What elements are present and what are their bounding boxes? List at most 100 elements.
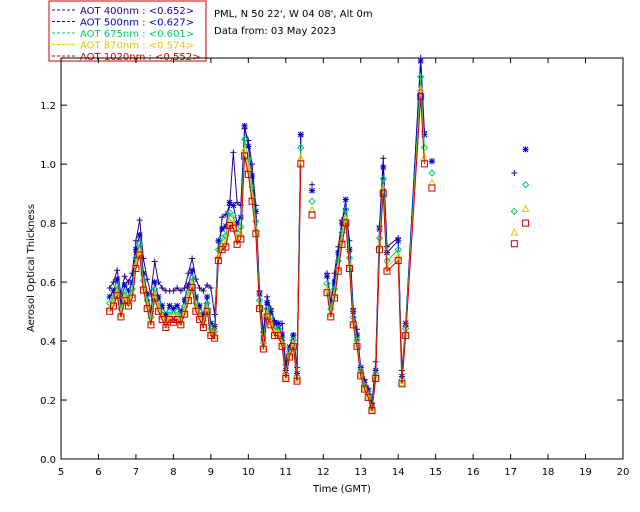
data-point <box>204 293 211 300</box>
data-point <box>222 243 230 251</box>
data-point <box>196 284 203 291</box>
data-point <box>510 240 518 248</box>
y-tick-label: 1.0 <box>40 160 56 171</box>
x-tick-label: 12 <box>317 467 330 478</box>
data-point <box>106 307 114 315</box>
data-point <box>207 284 214 291</box>
data-point <box>114 267 121 274</box>
data-point <box>297 143 305 152</box>
data-point <box>234 220 241 227</box>
data-point <box>188 279 196 288</box>
data-point <box>136 231 143 238</box>
data-point <box>240 135 249 143</box>
data-point <box>226 199 233 206</box>
data-point <box>338 240 346 248</box>
data-point <box>308 205 316 214</box>
data-point <box>185 282 192 289</box>
data-point <box>233 240 241 248</box>
data-point <box>349 321 357 329</box>
data-point <box>345 265 353 273</box>
data-point <box>241 152 249 160</box>
data-point <box>309 181 316 188</box>
x-tick-label: 17 <box>504 467 517 478</box>
data-point <box>117 313 125 321</box>
data-point <box>135 246 144 255</box>
data-point <box>121 273 128 280</box>
data-point <box>252 208 259 215</box>
data-point <box>263 305 271 313</box>
data-point <box>196 302 203 309</box>
data-point <box>308 197 316 206</box>
data-point <box>203 307 211 315</box>
data-point <box>420 160 428 168</box>
data-point <box>215 237 222 244</box>
data-point <box>192 307 200 315</box>
data-point <box>521 181 530 189</box>
data-point <box>229 211 238 220</box>
x-tick-label: 7 <box>133 467 139 478</box>
data-point <box>323 284 331 293</box>
data-point <box>170 305 177 312</box>
data-point <box>240 144 249 153</box>
data-point <box>364 393 372 401</box>
data-point <box>188 283 196 291</box>
y-tick-label: 0.4 <box>40 337 56 348</box>
data-point <box>200 311 207 318</box>
data-point <box>249 172 256 179</box>
y-tick-label: 1.2 <box>40 101 56 112</box>
data-point <box>522 146 529 153</box>
x-tick-label: 5 <box>58 467 64 478</box>
data-point <box>117 299 124 306</box>
data-point <box>376 226 383 233</box>
series-line <box>109 149 302 380</box>
data-point <box>267 321 275 329</box>
data-point <box>417 57 424 64</box>
series-line <box>326 96 425 411</box>
data-point <box>274 324 283 333</box>
data-point <box>129 279 136 286</box>
data-point <box>416 73 425 81</box>
data-point <box>342 196 349 203</box>
data-point <box>293 375 301 383</box>
data-point <box>136 251 144 259</box>
series-4 <box>106 93 530 415</box>
data-point <box>360 383 369 392</box>
data-point <box>511 169 518 176</box>
data-point <box>225 216 234 224</box>
data-point <box>121 282 128 289</box>
data-point <box>297 160 305 168</box>
data-point <box>229 224 237 232</box>
data-point <box>428 184 436 192</box>
data-point <box>132 265 140 273</box>
data-point <box>372 375 380 383</box>
data-point <box>230 202 237 209</box>
data-point <box>177 308 184 315</box>
data-point <box>331 279 338 286</box>
x-tick-label: 14 <box>392 467 405 478</box>
data-point <box>200 287 207 294</box>
data-point <box>110 287 117 294</box>
data-point <box>144 290 151 297</box>
data-point <box>234 199 241 206</box>
data-point <box>368 404 376 412</box>
data-point <box>398 380 406 388</box>
data-point <box>181 296 188 303</box>
data-point <box>353 332 360 339</box>
data-point <box>379 189 387 197</box>
data-point <box>189 267 196 274</box>
data-point <box>196 316 204 324</box>
data-point <box>264 299 271 306</box>
data-point <box>368 405 376 414</box>
data-point <box>275 320 282 327</box>
data-point <box>207 320 214 327</box>
data-point <box>308 211 316 219</box>
data-point <box>289 342 297 350</box>
data-point <box>259 345 267 353</box>
data-point <box>229 218 238 227</box>
data-point <box>159 284 166 291</box>
data-point <box>267 308 274 315</box>
data-point <box>346 246 353 253</box>
date-info: Data from: 03 May 2023 <box>214 26 336 37</box>
data-point <box>309 187 316 194</box>
